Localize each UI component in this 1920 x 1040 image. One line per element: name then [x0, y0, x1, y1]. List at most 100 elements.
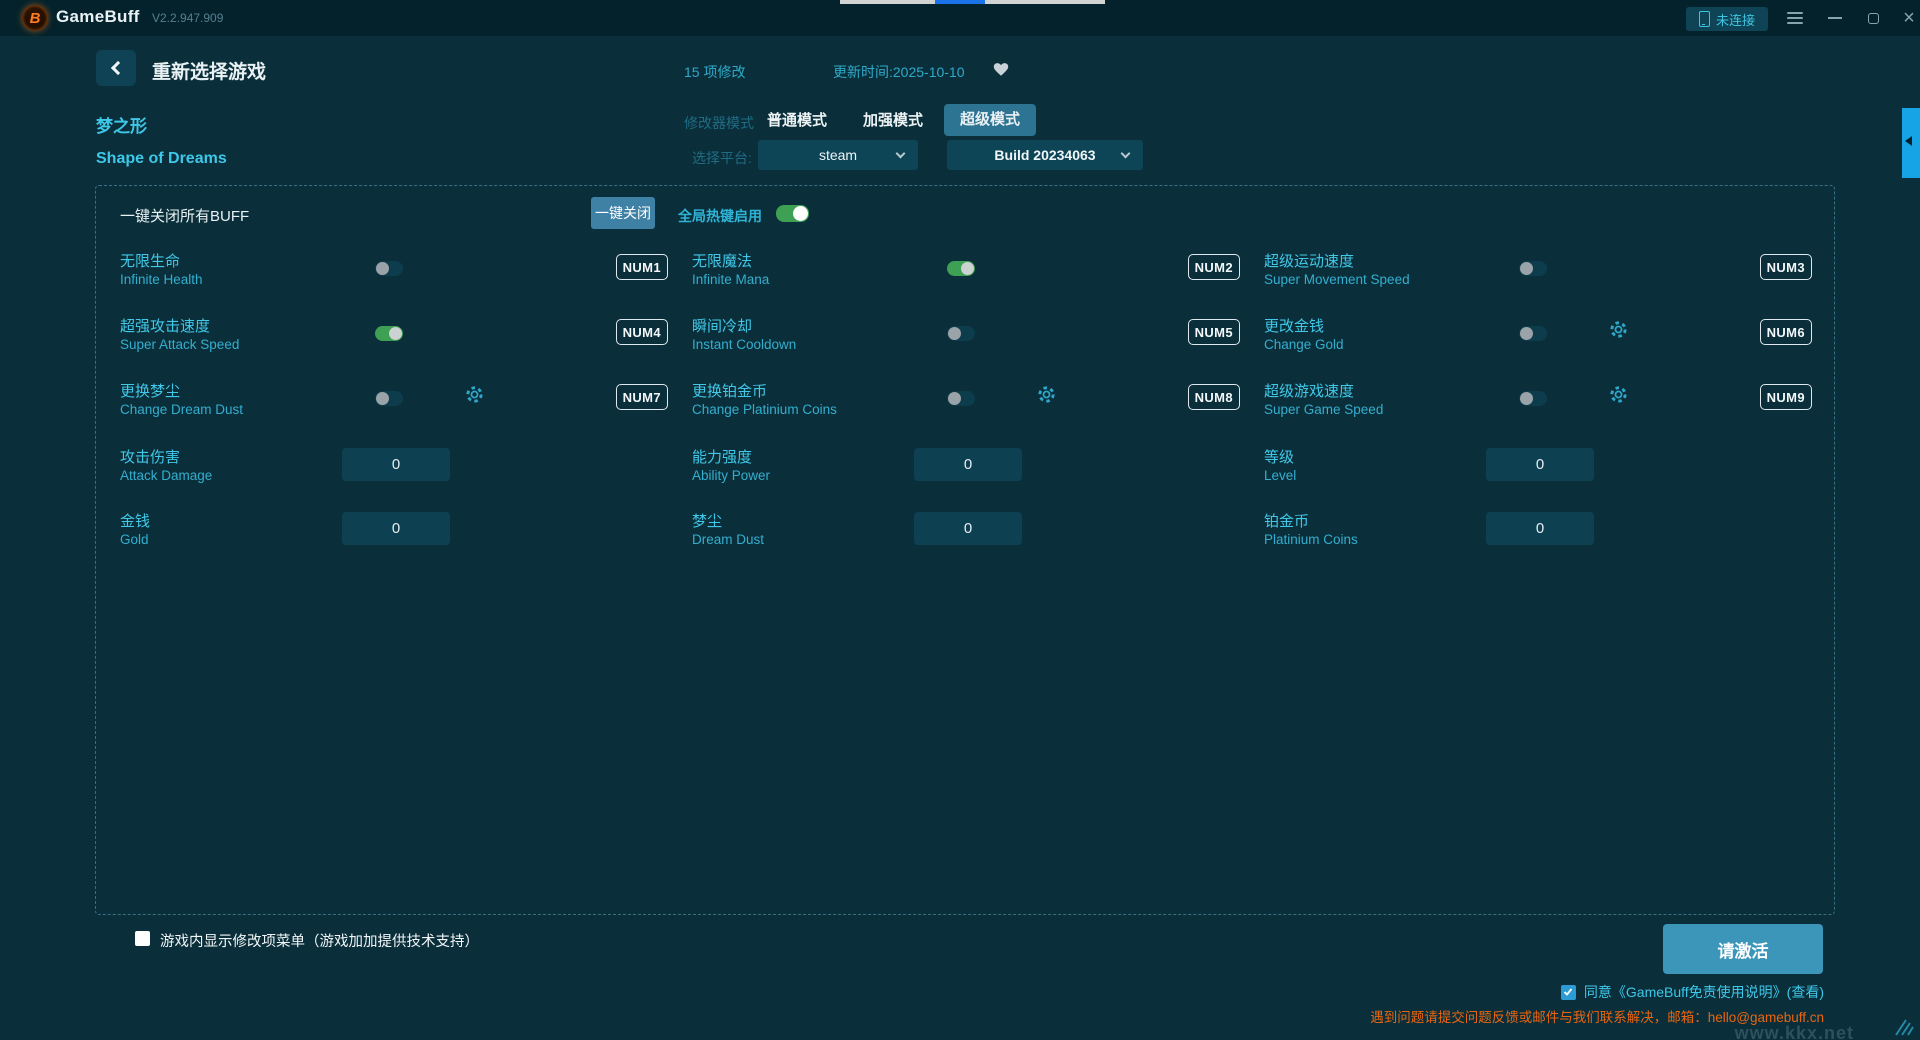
cheat-toggle[interactable]: [947, 391, 975, 406]
taskbar-strip: [840, 0, 1105, 4]
toggle-knob: [376, 262, 389, 275]
platform-dropdown[interactable]: steam: [758, 140, 918, 170]
maximize-icon: [1867, 8, 1884, 24]
close-all-label: 一键关闭所有BUFF: [120, 208, 250, 225]
toggle-knob: [1520, 262, 1533, 275]
close-all-button[interactable]: 一键关闭: [591, 197, 655, 229]
mode-option-enhanced[interactable]: 加强模式: [863, 112, 924, 129]
toggle-knob: [1520, 392, 1533, 405]
menu-button[interactable]: [1778, 0, 1812, 36]
cheat-name-zh: 瞬间冷却: [692, 318, 753, 335]
hotkey-badge[interactable]: NUM9: [1759, 384, 1812, 410]
gear-icon[interactable]: [1608, 319, 1629, 340]
check-icon: [1564, 988, 1573, 996]
titlebar: B GameBuff V2.2.947.909 未连接 ×: [0, 0, 1920, 36]
page-title: 重新选择游戏: [152, 62, 267, 83]
cheat-name-zh: 攻击伤害: [120, 449, 181, 466]
cheat-name-en: Infinite Mana: [692, 272, 770, 287]
cheat-super-game-speed: 超级游戏速度 Super Game Speed NUM9: [1264, 382, 1812, 447]
hotkey-badge[interactable]: NUM6: [1759, 319, 1812, 345]
platform-value: steam: [818, 147, 858, 163]
agreement-checkbox[interactable]: [1560, 984, 1576, 1000]
cheat-name-en: Dream Dust: [692, 532, 765, 547]
value-input[interactable]: [914, 448, 1022, 481]
toggle-knob: [948, 327, 961, 340]
agreement-row: 同意《GameBuff免责使用说明》(查看): [1560, 982, 1824, 1002]
hotkey-badge[interactable]: NUM1: [615, 254, 668, 280]
agreement-text[interactable]: 同意《GameBuff免责使用说明》(查看): [1583, 984, 1824, 1000]
favorite-heart-icon[interactable]: [992, 60, 1010, 82]
build-value: Build 20234063: [994, 147, 1096, 163]
gear-icon[interactable]: [1608, 384, 1629, 405]
cheat-toggle[interactable]: [1519, 326, 1547, 341]
mod-count: 15 项修改: [684, 64, 746, 80]
value-input[interactable]: [914, 512, 1022, 545]
cheat-toggle[interactable]: [947, 261, 975, 276]
maximize-button[interactable]: [1856, 0, 1890, 36]
cheat-toggle[interactable]: [1519, 391, 1547, 406]
hamburger-icon: [1787, 17, 1803, 19]
side-panel-tab[interactable]: [1902, 108, 1920, 178]
connection-status-button[interactable]: 未连接: [1686, 7, 1768, 31]
toggle-knob: [793, 206, 808, 221]
cheat-name-en: Change Gold: [1264, 337, 1344, 352]
cheat-name-en: Infinite Health: [120, 272, 203, 287]
value-input[interactable]: [1486, 512, 1594, 545]
hotkey-badge[interactable]: NUM7: [615, 384, 668, 410]
value-platinium-coins: 铂金币 Platinium Coins: [1264, 512, 1812, 576]
mode-option-super-selected[interactable]: 超级模式: [944, 104, 1036, 136]
mode-option-normal[interactable]: 普通模式: [767, 112, 828, 129]
cheat-super-movement-speed: 超级运动速度 Super Movement Speed NUM3: [1264, 252, 1812, 317]
value-level: 等级 Level: [1264, 448, 1812, 512]
back-button[interactable]: [96, 50, 136, 86]
platform-label: 选择平台:: [692, 150, 752, 166]
hotkey-badge[interactable]: NUM5: [1187, 319, 1240, 345]
hotkey-badge[interactable]: NUM8: [1187, 384, 1240, 410]
activate-button[interactable]: 请激活: [1663, 924, 1823, 974]
cheat-toggle[interactable]: [375, 261, 403, 276]
global-hotkey-label: 全局热键启用: [678, 208, 762, 224]
arrow-left-icon: [1905, 136, 1912, 146]
value-input[interactable]: [342, 512, 450, 545]
chevron-down-icon: [895, 148, 906, 159]
value-input[interactable]: [342, 448, 450, 481]
gear-icon[interactable]: [464, 384, 485, 405]
cheat-name-en: Ability Power: [692, 468, 771, 483]
corner-lines-icon: [1895, 1019, 1914, 1036]
toggle-knob: [948, 392, 961, 405]
toggle-knob: [1520, 327, 1533, 340]
contact-text: 遇到问题请提交问题反馈或邮件与我们联系解决，邮箱：hello@gamebuff.…: [1370, 1010, 1824, 1025]
build-dropdown[interactable]: Build 20234063: [947, 140, 1143, 170]
hotkey-badge[interactable]: NUM4: [615, 319, 668, 345]
cheat-name-en: Super Game Speed: [1264, 402, 1384, 417]
cheat-name-en: Platinium Coins: [1264, 532, 1358, 547]
game-title-en: Shape of Dreams: [96, 150, 227, 167]
taskbar-strip-active: [935, 0, 985, 4]
cheat-name-en: Instant Cooldown: [692, 337, 797, 352]
gear-icon[interactable]: [1036, 384, 1057, 405]
minimize-icon: [1828, 17, 1842, 19]
gamebuff-logo-icon: B: [22, 5, 48, 31]
value-gold: 金钱 Gold: [120, 512, 668, 576]
chevron-left-icon: [110, 60, 126, 76]
cheat-change-platinium-coins: 更换铂金币 Change Platinium Coins NUM8: [692, 382, 1240, 447]
cheat-name-zh: 铂金币: [1264, 513, 1310, 530]
value-input[interactable]: [1486, 448, 1594, 481]
global-hotkey-toggle[interactable]: [776, 205, 809, 222]
cheat-name-zh: 超级游戏速度: [1264, 383, 1355, 400]
cheat-toggle[interactable]: [947, 326, 975, 341]
minimize-button[interactable]: [1818, 0, 1852, 36]
cheat-toggle[interactable]: [1519, 261, 1547, 276]
hotkey-badge[interactable]: NUM2: [1187, 254, 1240, 280]
hotkey-badge[interactable]: NUM3: [1759, 254, 1812, 280]
close-button[interactable]: ×: [1903, 7, 1915, 29]
ingame-menu-label: 游戏内显示修改项菜单（游戏加加提供技术支持）: [160, 934, 479, 950]
ingame-menu-checkbox[interactable]: [135, 931, 150, 946]
cheat-toggle[interactable]: [375, 391, 403, 406]
app-title: GameBuff: [56, 7, 140, 26]
toggle-knob: [389, 327, 402, 340]
toggle-cheats-grid: 无限生命 Infinite Health NUM1 无限魔法 Infinite …: [120, 252, 1812, 447]
cheat-name-zh: 梦尘: [692, 513, 723, 530]
cheat-name-en: Change Dream Dust: [120, 402, 244, 417]
cheat-toggle[interactable]: [375, 326, 403, 341]
